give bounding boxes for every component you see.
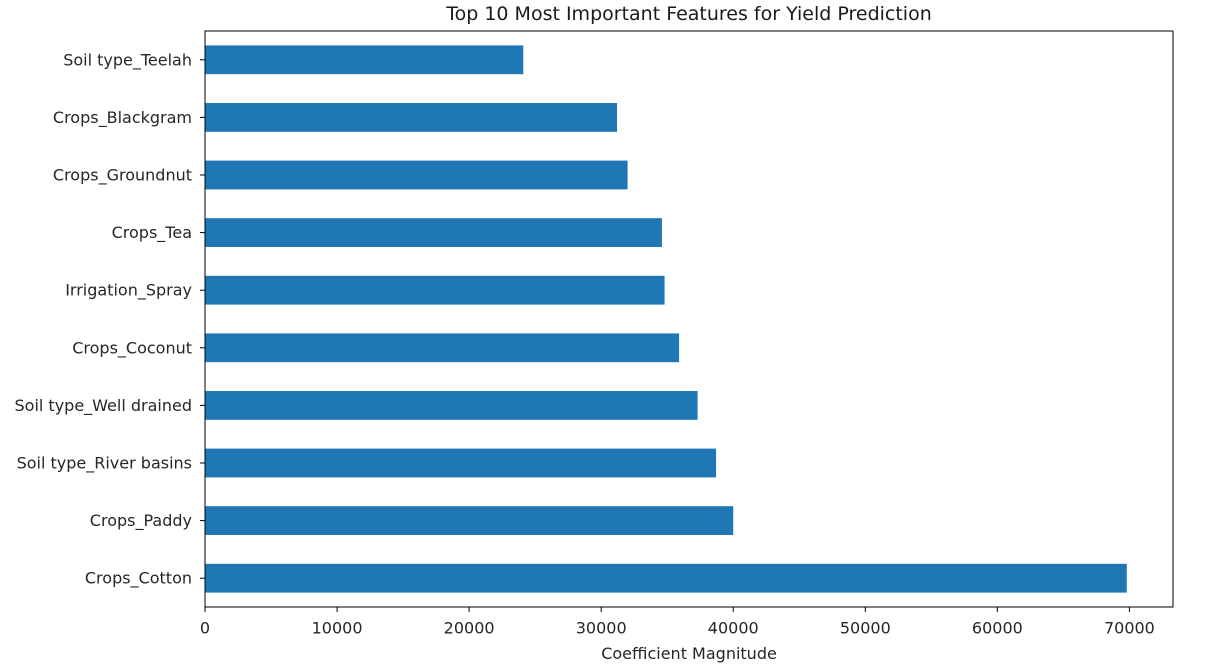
x-tick-label: 0	[200, 619, 210, 638]
y-tick-label: Crops_Tea	[112, 223, 192, 243]
x-tick-label: 20000	[444, 619, 495, 638]
x-axis: 0 10000 20000 30000 40000 50000 60000 70000	[200, 607, 1155, 638]
plot-frame	[204, 30, 1174, 608]
bar-crops-tea	[205, 218, 662, 247]
bar-soil-type-well-drained	[205, 391, 698, 420]
bar-crops-coconut	[205, 333, 680, 363]
y-axis: Soil type_Teelah Crops_Blackgram Crops_Gro…	[15, 50, 205, 589]
y-tick-label: Crops_Groundnut	[53, 166, 192, 186]
bar-crops-paddy	[205, 506, 734, 535]
x-tick-label: 30000	[576, 619, 627, 638]
y-tick-label: Crops_Paddy	[90, 511, 192, 531]
y-tick-label: Soil type_Teelah	[63, 50, 192, 70]
x-axis-label: Coefficient Magnitude	[601, 644, 777, 663]
bar-soil-type-teelah	[205, 45, 524, 75]
bar-crops-blackgram	[205, 103, 618, 132]
bar-crops-cotton	[205, 563, 1127, 593]
bars	[205, 45, 1127, 593]
y-tick-label: Soil type_Well drained	[15, 396, 193, 416]
y-tick-label: Crops_Coconut	[72, 338, 192, 358]
bar-irrigation-spray	[205, 275, 665, 305]
y-tick-label: Irrigation_Spray	[65, 281, 192, 301]
x-tick-label: 60000	[972, 619, 1023, 638]
x-tick-label: 10000	[312, 619, 363, 638]
x-tick-label: 50000	[840, 619, 891, 638]
chart-title: Top 10 Most Important Features for Yield…	[445, 3, 932, 25]
bar-soil-type-river-basins	[205, 448, 717, 478]
y-tick-label: Soil type_River basins	[17, 454, 192, 474]
x-tick-label: 40000	[708, 619, 759, 638]
bar-crops-groundnut	[205, 160, 628, 190]
y-tick-label: Crops_Cotton	[85, 569, 192, 589]
x-tick-label: 70000	[1104, 619, 1155, 638]
y-tick-label: Crops_Blackgram	[53, 108, 192, 128]
